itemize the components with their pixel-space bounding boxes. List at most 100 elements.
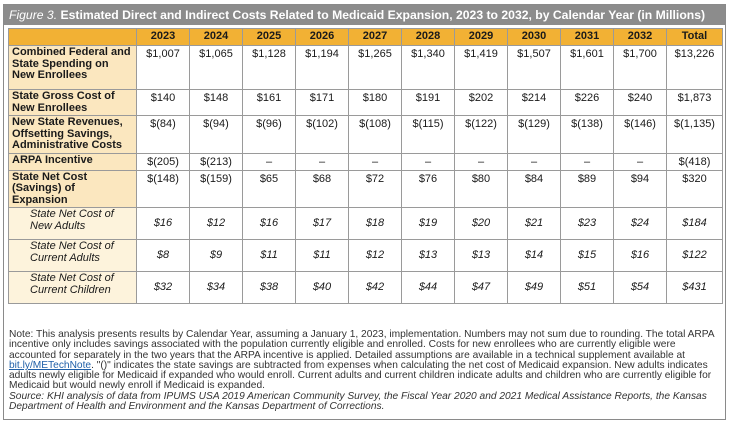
- note-text: Note: This analysis presents results by …: [9, 329, 723, 392]
- value-cell: $1,601: [560, 45, 614, 90]
- row-label: New State Revenues, Offsetting Savings, …: [8, 115, 137, 154]
- value-cell: $(122): [454, 115, 508, 154]
- value-cell: $84: [507, 169, 561, 208]
- value-cell: $9: [189, 239, 243, 272]
- value-cell: $1,507: [507, 45, 561, 90]
- value-cell: $54: [613, 271, 667, 304]
- value-cell: $1,873: [666, 89, 723, 116]
- value-cell: $44: [401, 271, 455, 304]
- row-label: State Gross Cost of New Enrollees: [8, 89, 137, 116]
- table-row: State Net Cost of New Adults $16 $12 $16 $17…: [8, 207, 723, 240]
- column-header: 2032: [613, 28, 667, 46]
- row-label: State Net Cost of New Adults: [8, 207, 137, 240]
- value-cell: $20: [454, 207, 508, 240]
- value-cell: $16: [242, 207, 296, 240]
- value-cell: $(146): [613, 115, 667, 154]
- value-cell: $(115): [401, 115, 455, 154]
- column-header: 2028: [401, 28, 455, 46]
- value-cell: –: [507, 152, 561, 171]
- value-cell: $161: [242, 89, 296, 116]
- value-cell: $32: [136, 271, 190, 304]
- value-cell: $(418): [666, 152, 723, 171]
- value-cell: –: [401, 152, 455, 171]
- value-cell: $21: [507, 207, 561, 240]
- cost-table: 2023 2024 2025 2026 2027 2028 2029 2030 2031 2032…: [8, 28, 723, 304]
- value-cell: $19: [401, 207, 455, 240]
- value-cell: $24: [613, 207, 667, 240]
- value-cell: $180: [348, 89, 402, 116]
- value-cell: $18: [348, 207, 402, 240]
- source-text: Source: KHI analysis of data from IPUMS …: [9, 390, 707, 413]
- column-header: 2029: [454, 28, 508, 46]
- row-label: State Net Cost of Current Adults: [8, 239, 137, 272]
- value-cell: $1,700: [613, 45, 667, 90]
- value-cell: $51: [560, 271, 614, 304]
- note-text-part2: . "()" indicates the state savings are s…: [9, 359, 712, 392]
- column-header: Total: [666, 28, 723, 46]
- value-cell: $320: [666, 169, 723, 208]
- table-row: State Net Cost of Current Adults $8 $9 $11 $…: [8, 239, 723, 272]
- value-cell: $72: [348, 169, 402, 208]
- table-row: State Net Cost of Current Children $32 $34…: [8, 271, 723, 304]
- value-cell: $94: [613, 169, 667, 208]
- value-cell: $16: [136, 207, 190, 240]
- value-cell: $80: [454, 169, 508, 208]
- value-cell: $13: [454, 239, 508, 272]
- value-cell: $148: [189, 89, 243, 116]
- tech-note-link[interactable]: bit.ly/METechNote: [9, 359, 92, 371]
- value-cell: $65: [242, 169, 296, 208]
- value-cell: $8: [136, 239, 190, 272]
- value-cell: $40: [295, 271, 349, 304]
- value-cell: $191: [401, 89, 455, 116]
- column-header: 2025: [242, 28, 296, 46]
- value-cell: –: [295, 152, 349, 171]
- value-cell: –: [242, 152, 296, 171]
- value-cell: $13: [401, 239, 455, 272]
- table-row: State Gross Cost of New Enrollees $140 $14…: [8, 89, 723, 116]
- value-cell: $1,007: [136, 45, 190, 90]
- header-blank-cell: [8, 28, 137, 46]
- column-header: 2031: [560, 28, 614, 46]
- value-cell: $(138): [560, 115, 614, 154]
- row-label: State Net Cost of Current Children: [8, 271, 137, 304]
- value-cell: $17: [295, 207, 349, 240]
- value-cell: $1,194: [295, 45, 349, 90]
- value-cell: $16: [613, 239, 667, 272]
- value-cell: $140: [136, 89, 190, 116]
- column-header: 2023: [136, 28, 190, 46]
- value-cell: $(213): [189, 152, 243, 171]
- row-label: Combined Federal and State Spending on N…: [8, 45, 137, 90]
- figure-label: Figure 3.: [9, 8, 58, 22]
- value-cell: $(94): [189, 115, 243, 154]
- value-cell: $14: [507, 239, 561, 272]
- value-cell: $12: [348, 239, 402, 272]
- value-cell: $431: [666, 271, 723, 304]
- row-label: State Net Cost (Savings) of Expansion: [8, 169, 137, 208]
- value-cell: $1,128: [242, 45, 296, 90]
- table-row: ARPA Incentive $(205) $(213) – – – – – – – – $(418): [8, 152, 723, 171]
- value-cell: $(1,135): [666, 115, 723, 154]
- value-cell: $202: [454, 89, 508, 116]
- value-cell: $(84): [136, 115, 190, 154]
- figure-title-bar: Figure 3. Estimated Direct and Indirect …: [4, 5, 725, 25]
- value-cell: $1,065: [189, 45, 243, 90]
- value-cell: $1,340: [401, 45, 455, 90]
- column-header: 2026: [295, 28, 349, 46]
- value-cell: –: [454, 152, 508, 171]
- value-cell: $47: [454, 271, 508, 304]
- value-cell: $12: [189, 207, 243, 240]
- value-cell: $89: [560, 169, 614, 208]
- table-row: Combined Federal and State Spending on N…: [8, 45, 723, 90]
- value-cell: $1,419: [454, 45, 508, 90]
- value-cell: $(148): [136, 169, 190, 208]
- value-cell: $(205): [136, 152, 190, 171]
- column-header: 2030: [507, 28, 561, 46]
- value-cell: $42: [348, 271, 402, 304]
- value-cell: $76: [401, 169, 455, 208]
- value-cell: $184: [666, 207, 723, 240]
- value-cell: $68: [295, 169, 349, 208]
- value-cell: $122: [666, 239, 723, 272]
- table-body: Combined Federal and State Spending on N…: [8, 45, 723, 304]
- column-header: 2024: [189, 28, 243, 46]
- value-cell: $240: [613, 89, 667, 116]
